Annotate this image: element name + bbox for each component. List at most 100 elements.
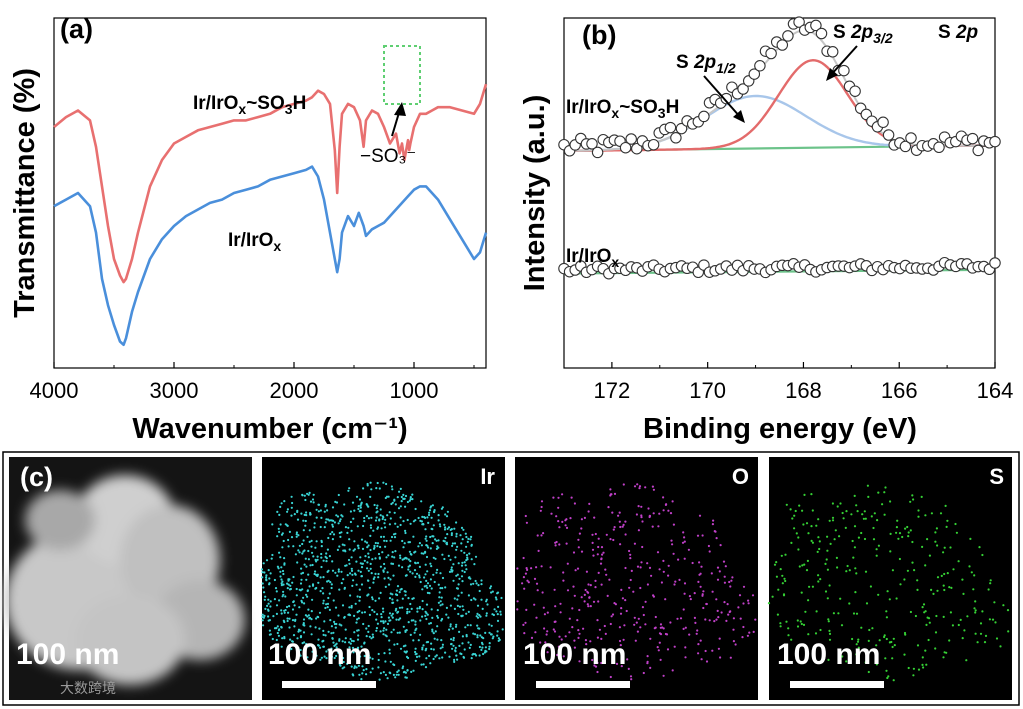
element-dot (454, 556, 457, 559)
element-dot (798, 565, 801, 568)
element-dot (287, 578, 290, 581)
element-dot (565, 518, 568, 521)
element-dot (331, 637, 334, 640)
element-dot (405, 676, 408, 679)
element-dot (952, 568, 955, 571)
element-dot (326, 509, 329, 512)
element-dot (353, 540, 356, 543)
element-dot (845, 570, 848, 573)
element-dot (449, 625, 452, 628)
element-dot (857, 536, 861, 539)
element-dot (729, 610, 732, 613)
element-dot (356, 611, 359, 614)
element-dot (848, 569, 851, 572)
element-dot (281, 580, 284, 583)
element-dot (454, 625, 458, 628)
element-dot (781, 582, 784, 585)
panel-a-label: (a) (60, 14, 93, 44)
panel-c-label: (c) (20, 462, 53, 492)
element-dot (366, 504, 369, 507)
element-dot (349, 637, 352, 641)
element-dot (782, 593, 786, 596)
element-dot (275, 604, 279, 607)
element-dot (561, 520, 564, 524)
panel-a-x-tick-labels: 4000 3000 2000 1000 (30, 378, 439, 403)
element-dot (372, 529, 375, 532)
element-dot (369, 524, 372, 527)
peak-label-s2p12: S 2p1/2 (676, 52, 736, 76)
element-dot (403, 542, 406, 545)
element-dot (542, 532, 545, 535)
element-dot (584, 588, 587, 592)
element-dot (359, 506, 362, 509)
element-dot (414, 647, 417, 650)
element-dot (715, 537, 718, 540)
element-dot (604, 632, 607, 636)
element-dot (388, 511, 391, 514)
element-dot (800, 591, 803, 594)
element-dot (521, 582, 524, 585)
element-dot (426, 613, 429, 616)
element-dot (475, 582, 478, 585)
element-dot (430, 516, 433, 519)
element-dot (889, 532, 892, 536)
element-dot (739, 617, 742, 620)
element-dot (537, 549, 540, 553)
element-dot (695, 632, 698, 635)
element-dot (557, 520, 560, 523)
element-dot (424, 666, 428, 669)
element-dot (323, 620, 326, 623)
element-dot (729, 656, 732, 659)
element-dot (802, 523, 805, 526)
element-dot (776, 613, 780, 616)
b-tick-label: 170 (689, 378, 726, 403)
element-dot (321, 587, 324, 590)
element-dot (286, 508, 289, 511)
element-dot (391, 551, 394, 554)
element-dot (476, 616, 480, 619)
element-dot (446, 510, 449, 513)
element-dot (338, 520, 341, 523)
element-dot (802, 623, 806, 627)
element-dot (371, 609, 374, 612)
element-dot (315, 540, 318, 543)
element-dot (727, 613, 730, 616)
element-dot (797, 548, 800, 551)
element-dot (358, 498, 362, 501)
element-dot (330, 655, 334, 658)
element-dot (376, 542, 380, 545)
element-dot (943, 588, 946, 592)
element-dot (491, 590, 494, 593)
element-dot (946, 519, 949, 522)
scale-label-s: 100 nm (777, 638, 880, 671)
element-dot (369, 534, 372, 538)
element-dot (308, 491, 311, 494)
element-dot (463, 551, 466, 554)
element-dot (700, 658, 703, 661)
element-dot (785, 620, 788, 623)
element-dot (836, 505, 839, 508)
element-dot (569, 648, 572, 651)
element-dot (476, 612, 479, 616)
element-dot (999, 645, 1002, 648)
element-dot (260, 568, 264, 571)
element-dot (815, 610, 818, 613)
element-dot (638, 485, 642, 488)
element-dot (867, 670, 870, 674)
element-dot (271, 637, 274, 641)
element-dot (811, 585, 815, 588)
element-dot (447, 554, 450, 558)
element-dot (626, 658, 629, 661)
element-dot (436, 625, 439, 628)
element-dot (742, 585, 746, 588)
element-dot (287, 611, 290, 614)
element-dot (264, 607, 267, 611)
element-dot (424, 614, 427, 618)
element-dot (420, 544, 423, 547)
element-dot (409, 498, 412, 501)
element-dot (389, 578, 392, 581)
element-dot (642, 671, 645, 675)
element-dot (950, 586, 953, 590)
element-dot (845, 660, 848, 663)
element-dot (711, 523, 715, 526)
